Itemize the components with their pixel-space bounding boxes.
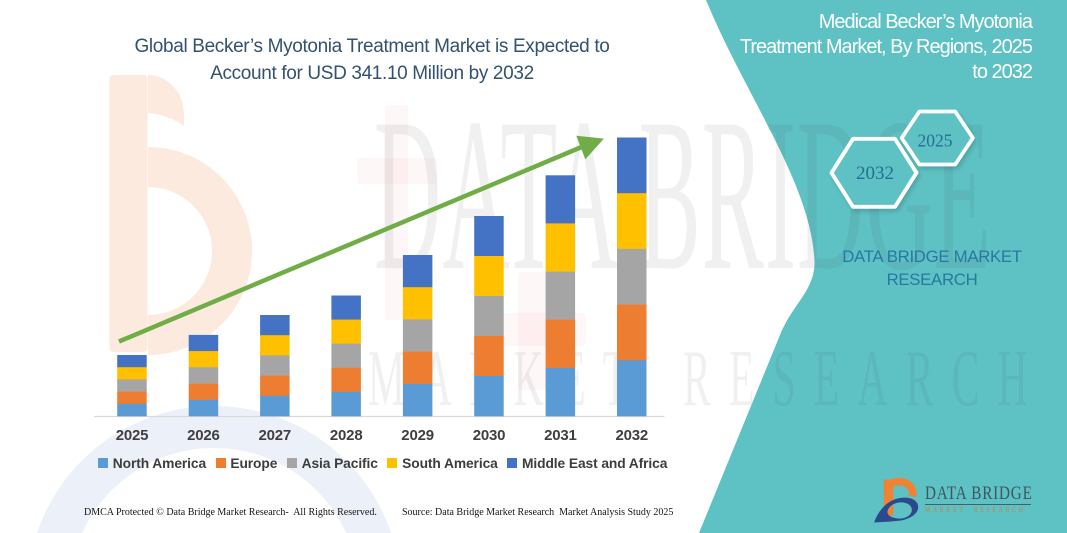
svg-text:2025: 2025 [918, 130, 953, 150]
svg-text:2032: 2032 [856, 163, 894, 184]
